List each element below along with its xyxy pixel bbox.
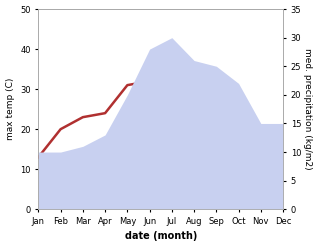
Y-axis label: med. precipitation (kg/m2): med. precipitation (kg/m2) bbox=[303, 48, 313, 170]
X-axis label: date (month): date (month) bbox=[125, 231, 197, 242]
Y-axis label: max temp (C): max temp (C) bbox=[5, 78, 15, 140]
